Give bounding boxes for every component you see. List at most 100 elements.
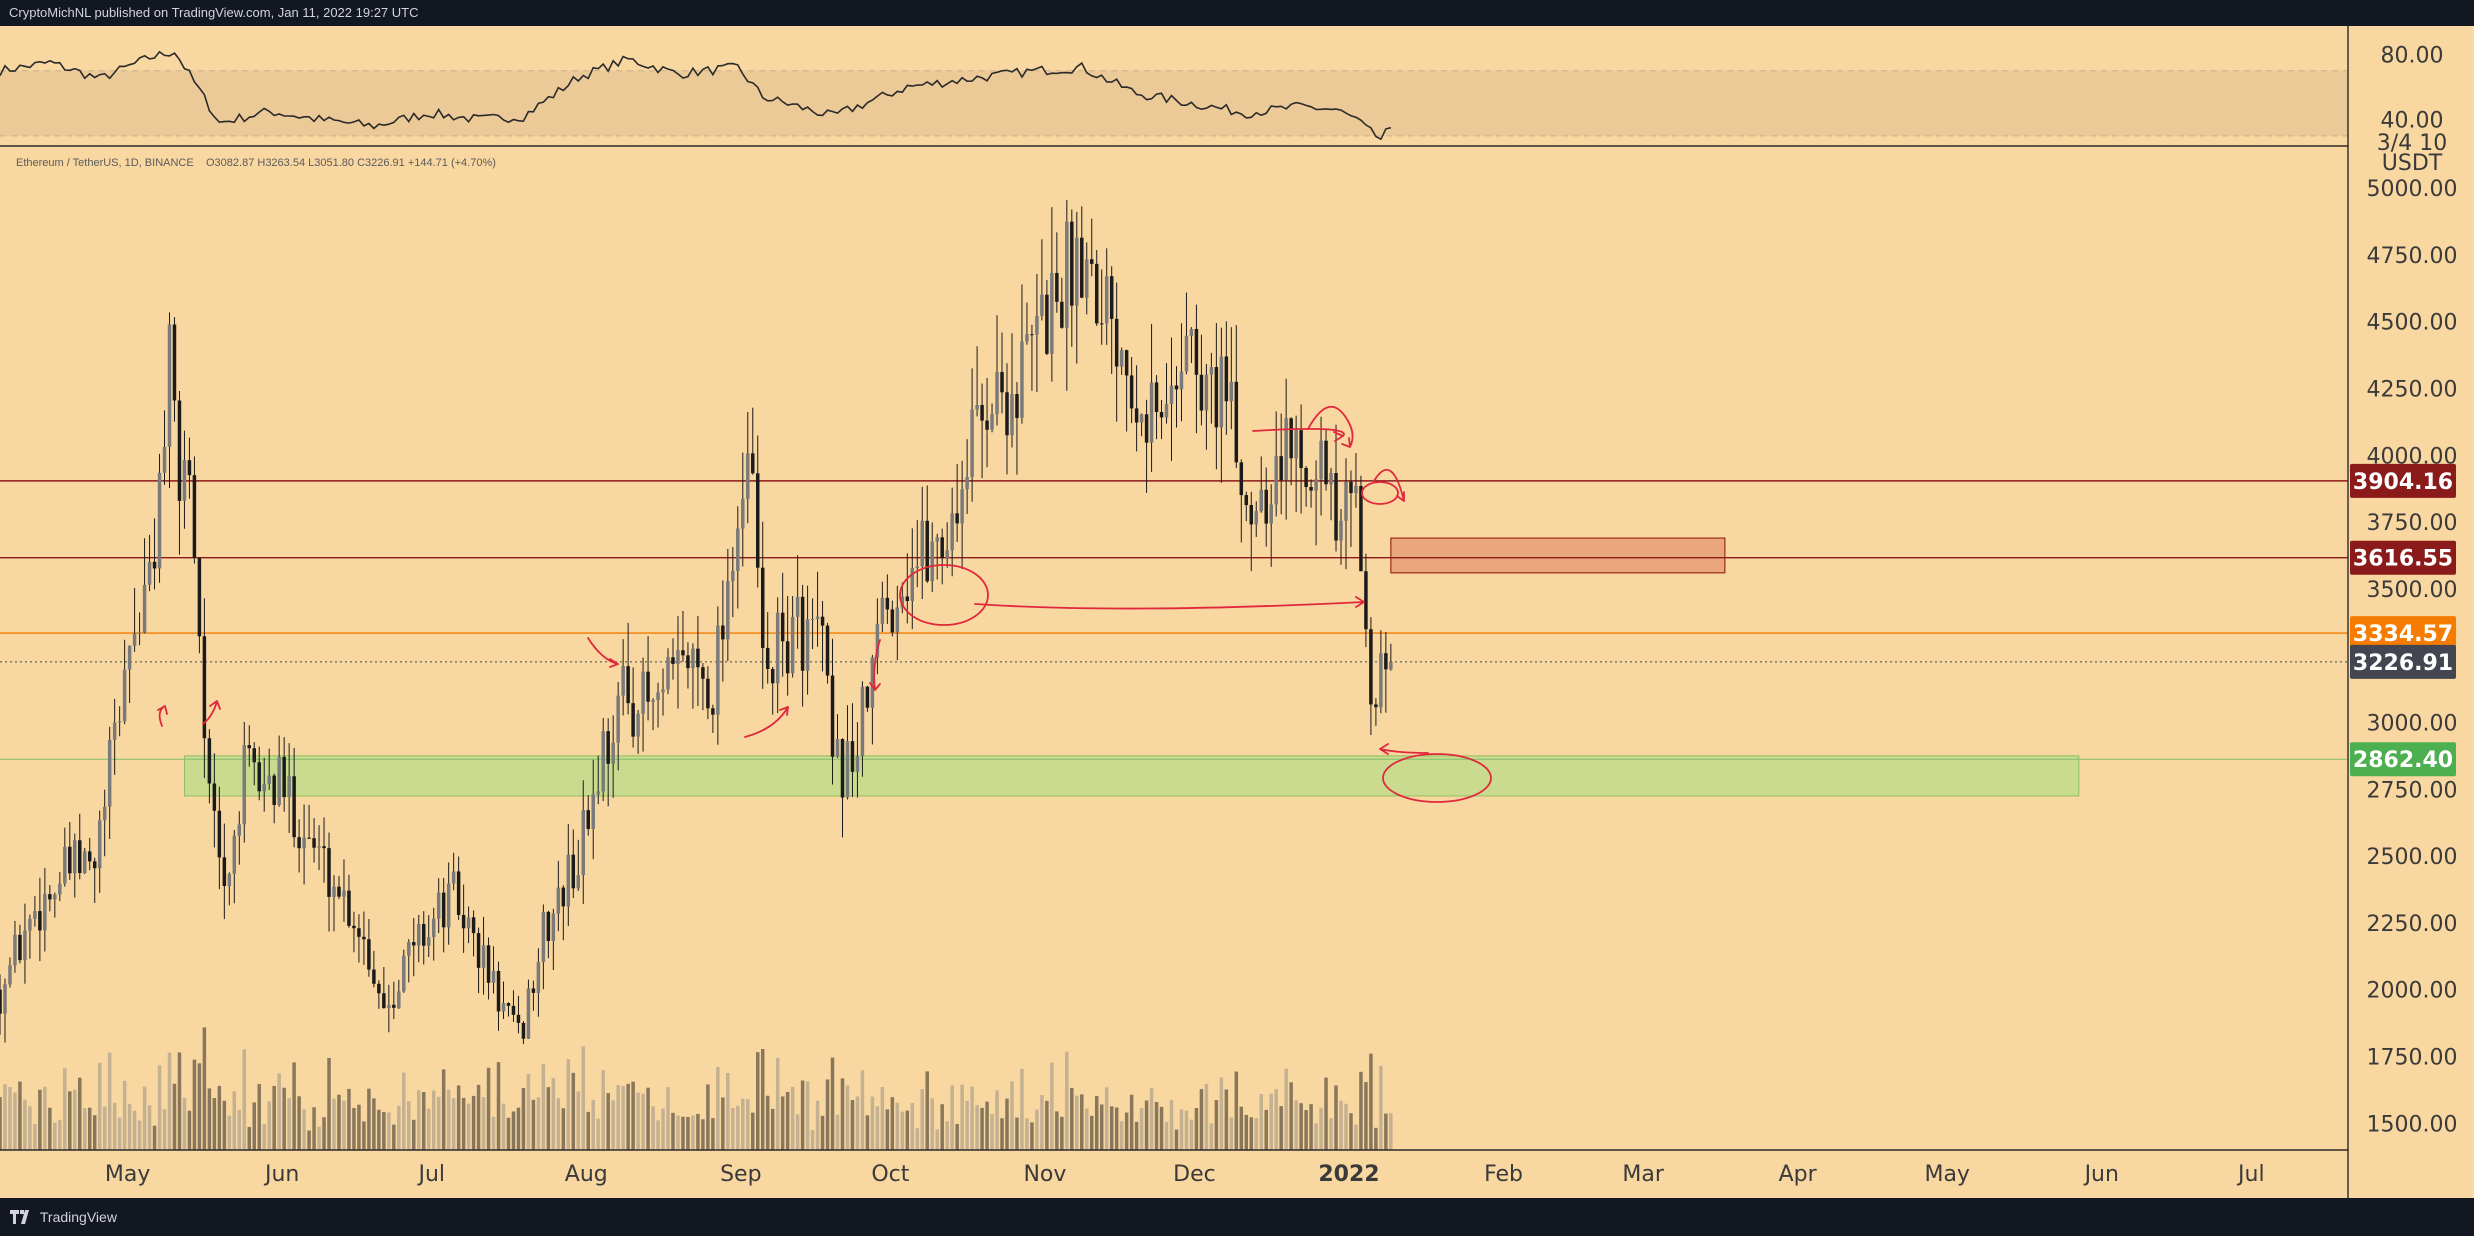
volume-bar — [1314, 1123, 1318, 1150]
price-tag-label: 3226.91 — [2353, 651, 2453, 676]
candle-body — [975, 405, 979, 410]
volume-bar — [541, 1063, 546, 1150]
volume-bar — [63, 1068, 67, 1150]
candle-body — [202, 636, 207, 739]
candle-body — [686, 655, 690, 669]
candle-body — [197, 557, 202, 637]
volume-bar — [1159, 1106, 1164, 1150]
rsi-line — [0, 50, 1392, 141]
chart-area[interactable]: Ethereum / TetherUS, 1D, BINANCE O3082.8… — [0, 26, 2474, 1198]
candle-body — [696, 648, 700, 668]
volume-bar — [1045, 1100, 1049, 1150]
volume-bar — [362, 1121, 366, 1150]
candle-body — [1249, 505, 1254, 525]
candle-body — [531, 988, 536, 993]
volume-bar — [940, 1104, 944, 1150]
candle-body — [576, 875, 581, 889]
candle-body — [845, 741, 850, 798]
volume-bar — [1040, 1095, 1044, 1150]
candle-body — [626, 666, 630, 704]
candle-body — [132, 633, 137, 646]
volume-bar — [1050, 1062, 1054, 1150]
candle-body — [1204, 374, 1209, 411]
rsi-pane[interactable] — [0, 50, 2348, 141]
candle-body — [940, 537, 944, 559]
volume-bar — [1139, 1108, 1144, 1150]
volume-bar — [1379, 1065, 1383, 1150]
candle-body — [167, 324, 172, 447]
ohlc-legend: O3082.87 H3263.54 L3051.80 C3226.91 +144… — [206, 157, 496, 169]
annotation-arrow — [202, 700, 221, 725]
volume-bar — [616, 1085, 620, 1150]
candle-body — [561, 887, 566, 907]
volume-bar — [696, 1113, 700, 1150]
volume-bar — [691, 1115, 695, 1150]
volume-bar — [980, 1107, 984, 1150]
volume-bar — [1090, 1115, 1094, 1150]
price-tick-label: 3750.00 — [2367, 511, 2458, 536]
candle-body — [38, 911, 42, 931]
volume-bar — [875, 1106, 880, 1150]
candles-layer — [0, 199, 1393, 1045]
volume-bar — [1339, 1100, 1343, 1150]
volume-bar — [775, 1058, 780, 1150]
candle-body — [1104, 276, 1109, 324]
candle-body — [142, 584, 147, 633]
volume-bar — [1124, 1112, 1129, 1150]
tradingview-logo-icon[interactable] — [10, 1210, 32, 1225]
volume-bar — [591, 1099, 595, 1150]
volume-bar — [820, 1115, 825, 1150]
candle-body — [905, 596, 910, 602]
price-chart[interactable]: Ethereum / TetherUS, 1D, BINANCE O3082.8… — [0, 26, 2474, 1198]
candle-body — [1199, 374, 1204, 411]
volume-bar — [1384, 1113, 1388, 1150]
time-tick-label: Jun — [2083, 1162, 2119, 1187]
candle-body — [451, 871, 456, 884]
annotation-arrow — [974, 596, 1365, 610]
candle-body — [347, 890, 351, 926]
candle-body — [372, 969, 376, 984]
candle-body — [63, 846, 67, 884]
volume-bar — [910, 1102, 915, 1150]
candle-body — [890, 609, 895, 633]
candle-body — [1339, 520, 1343, 541]
volume-bar — [152, 1125, 157, 1150]
volume-bar — [566, 1059, 571, 1150]
price-tick-label: 2750.00 — [2367, 778, 2458, 803]
volume-bar — [666, 1087, 670, 1150]
volume-bar — [18, 1081, 22, 1150]
volume-bar — [586, 1111, 590, 1150]
volume-bar — [835, 1114, 840, 1150]
candle-body — [127, 645, 132, 670]
candle-body — [426, 937, 431, 946]
candle-body — [421, 924, 426, 946]
volume-bar — [895, 1102, 900, 1150]
volume-bar — [945, 1121, 949, 1150]
candle-body — [1134, 408, 1139, 423]
volume-bar — [347, 1088, 351, 1150]
candle-body — [611, 742, 615, 764]
candle-body — [397, 991, 401, 1008]
volume-bar — [925, 1071, 929, 1150]
candle-body — [1284, 418, 1288, 481]
candle-body — [13, 934, 17, 966]
volume-bar — [436, 1096, 441, 1150]
price-scale-background[interactable] — [2348, 26, 2474, 1198]
candle-body — [1309, 487, 1313, 491]
candle-body — [53, 894, 57, 900]
candle-body — [277, 756, 281, 805]
volume-bar — [1075, 1095, 1079, 1150]
volume-bar — [990, 1114, 994, 1150]
volume-bar — [790, 1086, 795, 1150]
volume-bar — [352, 1107, 356, 1150]
volume-bar — [601, 1070, 605, 1150]
volume-bar — [1149, 1088, 1154, 1150]
volume-bar — [850, 1100, 855, 1150]
candle-body — [157, 472, 162, 569]
candle-body — [407, 942, 411, 956]
volume-bar — [92, 1115, 97, 1150]
candle-body — [1244, 495, 1249, 506]
price-tick-label: 4500.00 — [2367, 311, 2458, 336]
candle-body — [242, 745, 247, 825]
candle-body — [1090, 259, 1094, 264]
